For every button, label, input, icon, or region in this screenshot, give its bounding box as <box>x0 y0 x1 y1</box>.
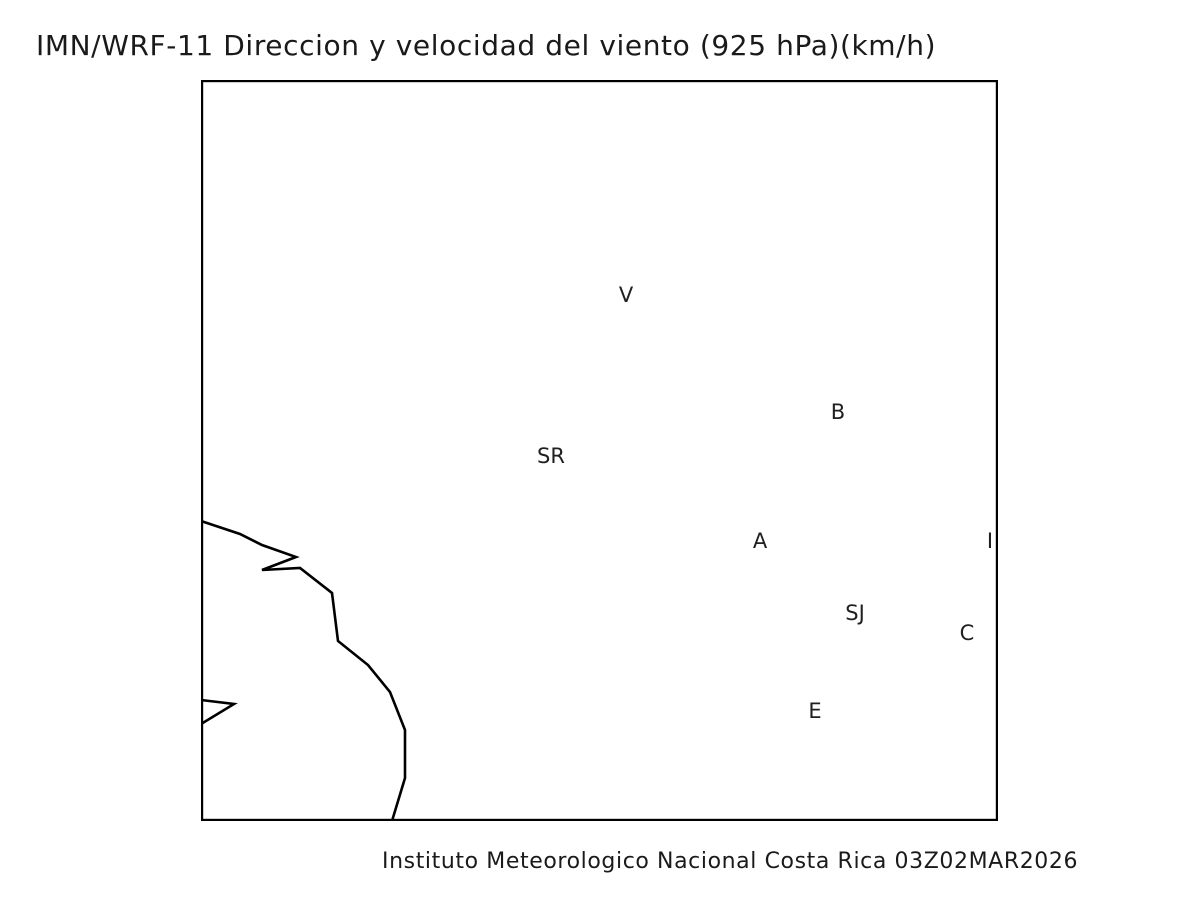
map-plot-area[interactable]: V B SR A I SJ C E <box>201 80 998 821</box>
page-title: IMN/WRF-11 Direccion y velocidad del vie… <box>36 29 937 62</box>
map-vector-layer <box>201 80 998 821</box>
coastline-notch-path <box>201 698 238 726</box>
footer-credit: Instituto Meteorologico Nacional Costa R… <box>382 849 1079 874</box>
coastline-path <box>201 519 407 821</box>
map-frame-border <box>201 80 998 821</box>
